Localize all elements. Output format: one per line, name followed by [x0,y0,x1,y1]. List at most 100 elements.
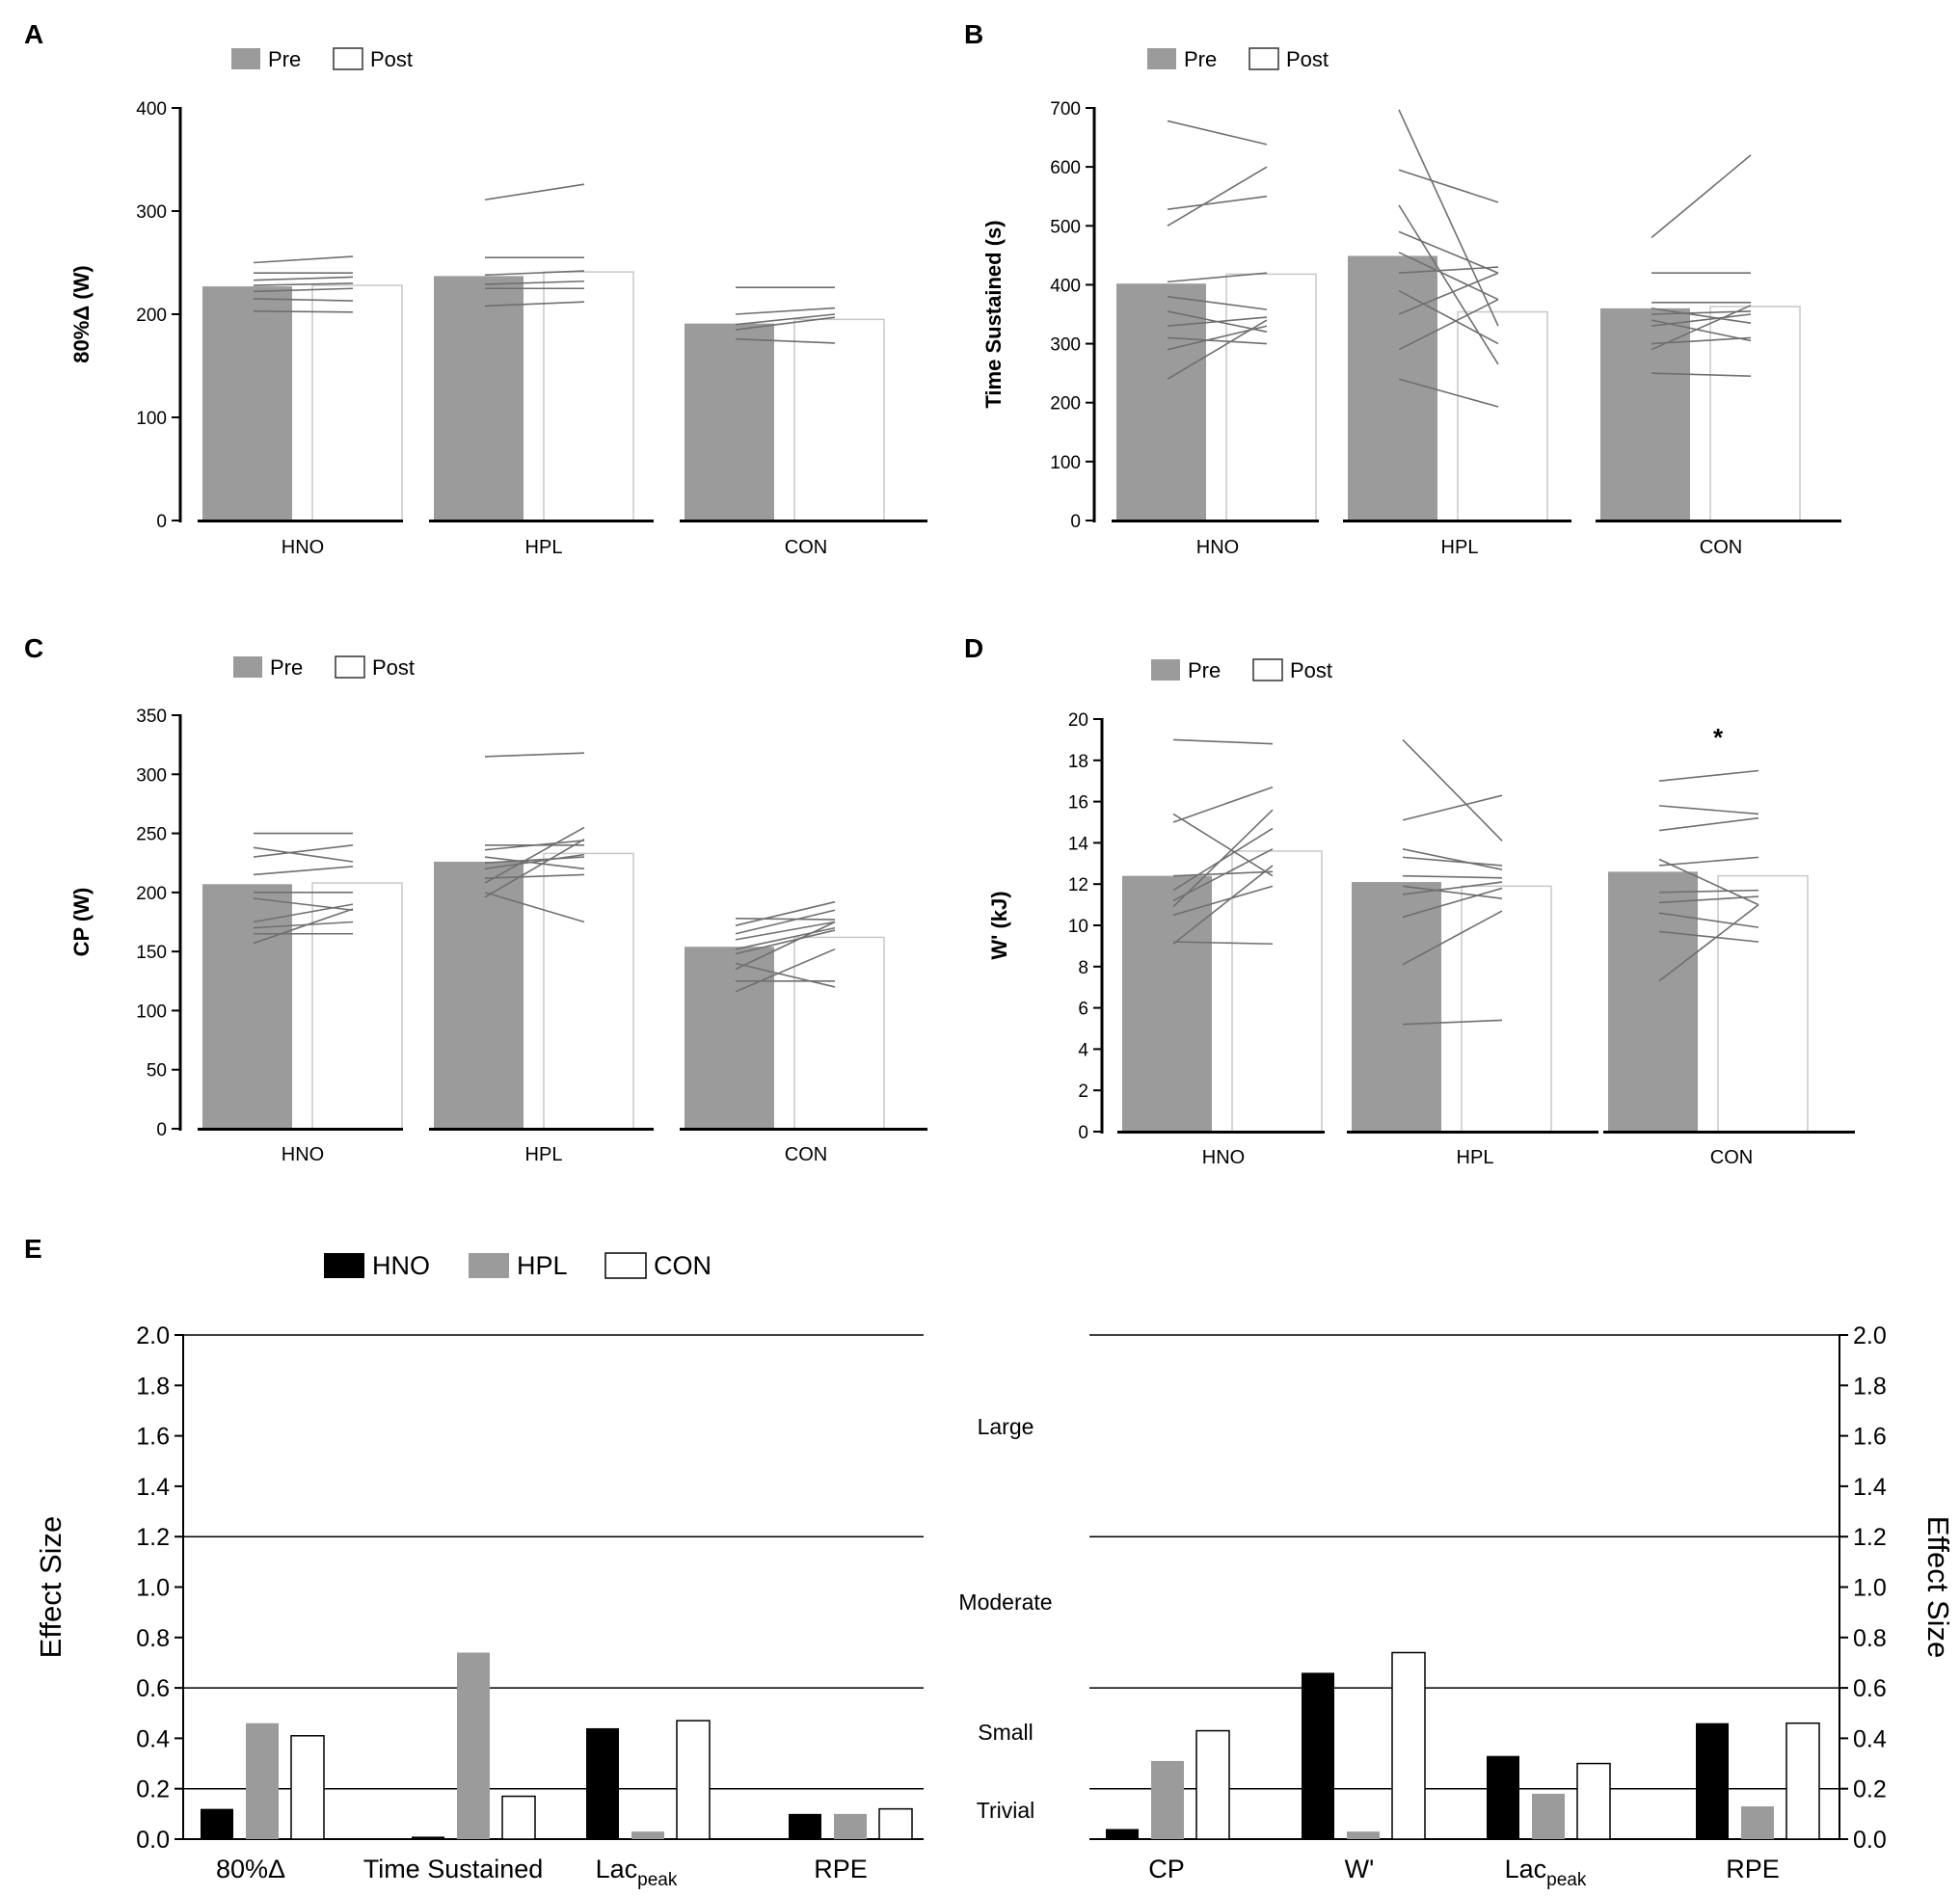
category-label-hpl: HPL [1457,1147,1494,1168]
panel-e-y-axis-label-left: Effect Size [34,1516,67,1659]
bar-hno [789,1813,821,1839]
bar-hno [412,1836,444,1839]
bar-post-hpl [1461,885,1552,1133]
bar-hno [586,1727,619,1839]
individual-line [253,309,354,313]
y-tick-label: 2.0 [1853,1322,1887,1349]
category-label-con: CON [1710,1147,1753,1168]
individual-line [735,307,836,315]
category-label: Time Sustained [363,1855,544,1883]
category-label-subscript: peak [637,1870,678,1890]
y-tick-label: 1.8 [1853,1373,1887,1400]
y-tick-label: 1.8 [136,1373,170,1400]
legend-label-hno: HNO [372,1251,430,1280]
bar-pre-con [1608,871,1698,1132]
individual-line [1398,299,1499,351]
category-label-hno: HNO [282,1144,324,1165]
y-tick-label: 50 [147,1061,167,1082]
legend-label-post: Post [372,655,415,680]
y-tick-label: 1.6 [1853,1424,1887,1451]
individual-line [735,962,836,988]
legend-label-post: Post [370,47,413,71]
bar-hno [1696,1722,1729,1839]
individual-line [1167,166,1268,227]
individual-line [1172,813,1274,877]
individual-line [735,337,836,344]
category-label: CP [1148,1855,1185,1883]
bar-post-con [1709,306,1801,521]
individual-line [1167,120,1268,146]
y-tick-label: 0 [156,1120,167,1140]
individual-line [253,908,354,945]
individual-line [253,903,354,923]
panel-c-y-axis-label: CP (W) [69,888,94,957]
individual-line [484,873,585,879]
y-tick-label: 8 [1078,958,1088,978]
significance-marker: * [1713,723,1724,752]
panel-b-legend: Pre Post [1147,47,1329,71]
individual-line [1651,305,1752,351]
individual-line [1172,809,1274,908]
y-tick-label: 300 [1050,335,1081,356]
category-label: RPE [814,1855,868,1883]
individual-line [1167,316,1268,328]
y-tick-label: 150 [136,943,167,963]
bar-pre-hno [1116,283,1206,521]
category-label: Lacpeak [596,1855,678,1890]
y-tick-label: 18 [1068,752,1088,772]
panel-d-legend: Pre Post [1151,658,1332,682]
category-label-hpl: HPL [525,1144,563,1165]
individual-line [1402,910,1503,966]
individual-line [484,752,585,758]
individual-line [253,298,354,302]
individual-line [253,921,354,929]
individual-line [1651,310,1752,315]
bar-post-con [793,936,885,1130]
individual-line [1398,266,1499,274]
category-label-hno: HNO [1196,537,1239,558]
individual-line [735,921,836,971]
individual-line [735,948,836,993]
y-tick-label: 400 [1050,276,1081,296]
y-tick-label: 1.2 [136,1524,170,1551]
y-tick-label: 600 [1050,158,1081,178]
legend-swatch-pre [1151,659,1180,681]
bar-post-con [1717,874,1809,1133]
y-tick-label: 250 [136,825,167,845]
y-tick-label: 10 [1068,917,1088,937]
individual-line [253,282,354,286]
individual-line [253,897,354,912]
bar-post-hno [1231,850,1323,1133]
individual-line [1398,230,1499,274]
legend-swatch-post [1252,658,1283,681]
y-tick-label: 0 [1070,512,1081,532]
individual-line [1398,252,1499,301]
individual-line [735,921,836,941]
individual-line [1398,378,1499,408]
individual-line [253,846,354,863]
y-tick-label: 0.2 [136,1776,170,1803]
legend-label-pre: Pre [1184,47,1217,71]
individual-line [253,255,354,264]
individual-line [1658,895,1759,904]
bar-pre-hpl [434,276,524,521]
individual-line [253,287,354,293]
y-tick-label: 300 [136,765,167,786]
individual-line [1167,336,1268,345]
y-tick-label: 0.4 [1853,1725,1887,1752]
y-tick-label: 20 [1068,710,1088,731]
individual-line [1658,805,1759,815]
category-label: 80%Δ [216,1855,285,1883]
individual-line [1658,856,1759,867]
bar-post-con [793,318,885,521]
individual-line [1398,204,1499,365]
y-tick-label: 100 [136,409,167,429]
individual-line [1651,313,1752,328]
individual-line [1172,848,1274,902]
individual-line [1172,865,1274,945]
individual-line [1402,794,1503,821]
bar-pre-con [1600,307,1690,521]
y-tick-label: 1.0 [1853,1575,1887,1602]
panel-a-legend: Pre Post [231,47,413,71]
bar-con [1195,1729,1230,1840]
